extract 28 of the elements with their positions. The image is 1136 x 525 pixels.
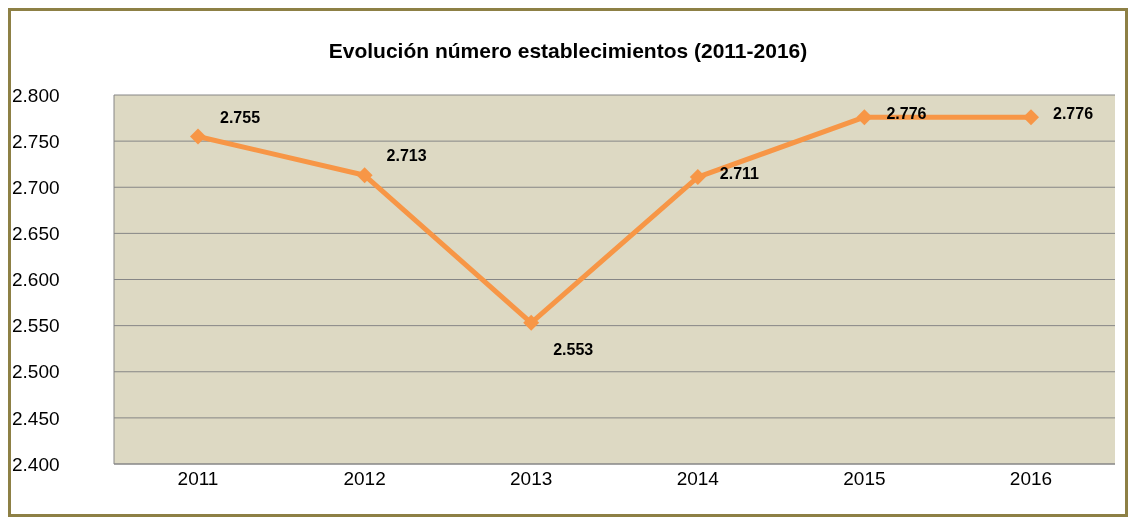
y-tick-label: 2.800 xyxy=(12,84,60,106)
y-tick-label: 2.600 xyxy=(12,269,60,291)
y-tick-label: 2.650 xyxy=(12,223,60,245)
data-label: 2.776 xyxy=(886,105,927,123)
x-tick-label: 2015 xyxy=(843,468,886,490)
data-label: 2.713 xyxy=(386,147,427,165)
y-tick-label: 2.550 xyxy=(12,315,60,337)
x-tick-label: 2011 xyxy=(177,468,219,490)
x-tick-label: 2013 xyxy=(510,468,553,490)
point xyxy=(190,128,206,145)
y-tick-label: 2.500 xyxy=(12,361,60,383)
point xyxy=(356,167,373,184)
y-tick-label: 2.700 xyxy=(12,176,60,198)
y-tick-label: 2.400 xyxy=(12,453,60,475)
x-tick-label: 2012 xyxy=(343,468,386,490)
data-label: 2.553 xyxy=(553,340,594,358)
x-tick-label: 2016 xyxy=(1009,468,1053,490)
y-tick-label: 2.750 xyxy=(12,130,60,152)
y-tick-label: 2.450 xyxy=(12,407,60,429)
data-label: 2.776 xyxy=(1053,105,1094,123)
point xyxy=(689,169,706,186)
x-tick-label: 2014 xyxy=(676,468,720,490)
data-label: 2.755 xyxy=(220,108,261,126)
point xyxy=(856,109,873,126)
chart-title: Evolución número establecimientos (2011-2016) xyxy=(327,39,809,64)
data-label: 2.711 xyxy=(719,165,760,183)
point xyxy=(523,314,540,331)
point xyxy=(1023,109,1039,126)
